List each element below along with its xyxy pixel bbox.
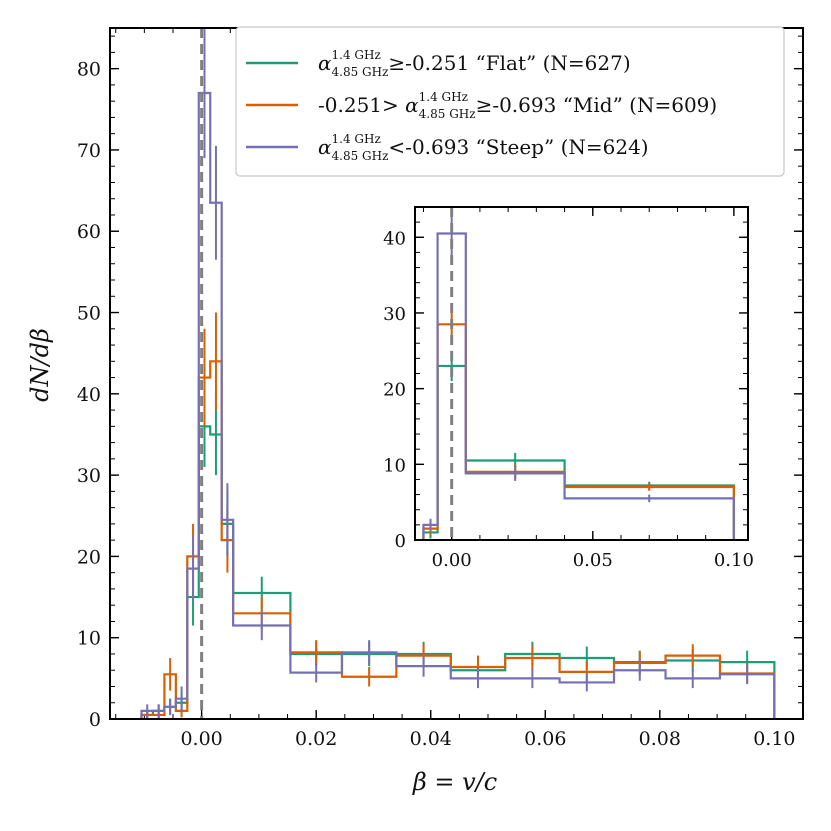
inset-plot-frame	[414, 206, 749, 541]
inset-y-tick-label: 30	[383, 304, 406, 325]
x-tick-label: 0.00	[180, 728, 222, 750]
inset-y-tick-label: 20	[383, 380, 406, 401]
legend-entry-steep: α1.4 GHz 4.85 GHz<-0.693 “Steep” (N=624)	[246, 132, 649, 163]
x-axis-label: β = v/c	[412, 768, 497, 796]
inset-y-tick-label: 40	[383, 228, 406, 249]
legend-label-mid: -0.251> α1.4 GHz 4.85 GHz≥-0.693 “Mid” (N…	[318, 90, 717, 121]
main-plot: 0 10 20 30 40 50 60 70 80 0.00 0.02 0.04 0.06 0.08 0.…	[77, 27, 804, 750]
y-tick-label: 10	[77, 628, 101, 650]
inset-x-tick-label: 0.05	[573, 550, 613, 571]
legend-entry-mid: -0.251> α1.4 GHz 4.85 GHz≥-0.693 “Mid” (N…	[246, 90, 717, 121]
legend-label-flat: α1.4 GHz 4.85 GHz≥-0.251 “Flat” (N=627)	[318, 48, 631, 79]
y-tick-label: 40	[77, 384, 101, 406]
legend: α1.4 GHz 4.85 GHz≥-0.251 “Flat” (N=627) -0…	[235, 26, 785, 177]
step-line-steep	[140, 91, 776, 719]
inset-x-tick-label: 0.00	[432, 550, 472, 571]
legend-label-steep: α1.4 GHz 4.85 GHz<-0.693 “Steep” (N=624)	[318, 132, 649, 163]
y-tick-label: 0	[89, 709, 101, 731]
x-tick-label: 0.02	[295, 728, 337, 750]
x-tick-label: 0.10	[753, 728, 795, 750]
y-tick-label: 70	[77, 140, 101, 162]
x-tick-label: 0.08	[639, 728, 681, 750]
inset-x-tick-label: 0.10	[714, 550, 754, 571]
y-tick-label: 80	[77, 59, 101, 81]
series-steep	[140, 28, 776, 719]
x-tick-label: 0.04	[410, 728, 452, 750]
legend-entry-flat: α1.4 GHz 4.85 GHz≥-0.251 “Flat” (N=627)	[246, 48, 631, 79]
y-tick-label: 30	[77, 465, 101, 487]
inset-y-tick-label: 0	[395, 531, 406, 552]
y-tick-label: 20	[77, 546, 101, 568]
y-tick-label: 50	[77, 303, 101, 325]
inset-y-tick-label: 10	[383, 455, 406, 476]
legend-box	[235, 26, 785, 177]
x-tick-label: 0.06	[524, 728, 566, 750]
y-tick-label: 60	[77, 221, 101, 243]
y-axis-label: dN/dβ	[26, 328, 54, 402]
inset-plot: 0 10 20 30 40 0.00 0.05 0.10	[383, 206, 754, 571]
